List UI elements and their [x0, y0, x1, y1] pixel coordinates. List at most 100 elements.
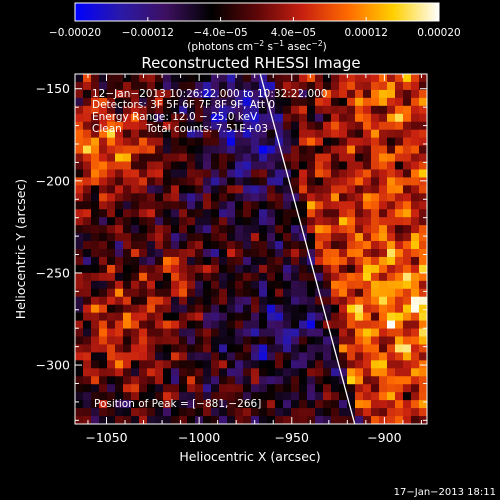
heatmap-cell	[355, 225, 364, 234]
heatmap-cell	[259, 145, 268, 155]
colorbar	[74, 2, 440, 22]
heatmap-cell	[139, 344, 148, 353]
heatmap-cell	[379, 400, 388, 409]
heatmap-cell	[275, 264, 284, 274]
heatmap-cell	[323, 169, 332, 178]
heatmap-cell	[259, 225, 268, 234]
heatmap-cell	[115, 241, 124, 250]
heatmap-cell	[355, 161, 364, 171]
heatmap-cell	[419, 384, 427, 393]
heatmap-cell	[107, 74, 116, 83]
heatmap-cell	[75, 416, 84, 424]
heatmap-cell	[411, 304, 420, 314]
heatmap-cell	[355, 113, 364, 123]
heatmap-cell	[115, 81, 124, 91]
heatmap-cell	[291, 249, 300, 258]
heatmap-cell	[267, 344, 276, 353]
y-tick-label: −300	[36, 358, 70, 373]
heatmap-cell	[291, 272, 300, 282]
heatmap-cell	[211, 97, 220, 107]
heatmap-cell	[315, 209, 324, 218]
heatmap-cell	[171, 344, 180, 353]
heatmap-cell	[371, 312, 380, 322]
heatmap-cell	[323, 264, 332, 274]
heatmap-cell	[147, 312, 156, 322]
heatmap-cell	[219, 81, 228, 91]
heatmap-cell	[267, 121, 276, 131]
heatmap-cell	[187, 153, 196, 163]
heatmap-cell	[155, 161, 164, 171]
heatmap-cell	[147, 209, 156, 218]
heatmap-cell	[235, 416, 244, 424]
heatmap-cell	[315, 74, 324, 83]
heatmap-cell	[203, 352, 212, 361]
heatmap-cell	[267, 352, 276, 361]
heatmap-cell	[203, 97, 212, 107]
heatmap-cell	[307, 368, 316, 377]
heatmap-cell	[195, 408, 204, 417]
heatmap-cell	[99, 121, 108, 131]
heatmap-cell	[395, 177, 404, 186]
heatmap-cell	[195, 185, 204, 194]
heatmap-cell	[131, 113, 140, 123]
heatmap-cell	[235, 368, 244, 377]
heatmap-cell	[379, 241, 388, 250]
heatmap-cell	[251, 74, 260, 83]
heatmap-cell	[131, 376, 140, 385]
heatmap-cell	[387, 121, 396, 131]
heatmap-cell	[179, 288, 188, 298]
heatmap-cell	[411, 312, 420, 322]
heatmap-cell	[395, 97, 404, 107]
heatmap-cell	[339, 105, 348, 115]
heatmap-cell	[387, 408, 396, 417]
heatmap-cell	[107, 105, 116, 115]
heatmap-cell	[323, 304, 332, 314]
heatmap-cell	[411, 89, 420, 99]
heatmap-cell	[211, 209, 220, 218]
heatmap-cell	[179, 352, 188, 361]
heatmap-cell	[139, 296, 148, 306]
heatmap-cell	[195, 304, 204, 314]
heatmap-cell	[347, 153, 356, 163]
y-tick-label: −150	[36, 81, 70, 96]
heatmap-cell	[395, 256, 404, 266]
heatmap-cell	[115, 416, 124, 424]
heatmap-cell	[259, 296, 268, 306]
heatmap-cell	[227, 336, 236, 346]
heatmap-cell	[195, 113, 204, 123]
heatmap-cell	[203, 209, 212, 218]
heatmap-cell	[171, 296, 180, 306]
heatmap-cell	[203, 81, 212, 91]
heatmap-cell	[387, 328, 396, 338]
heatmap-cell	[267, 209, 276, 218]
heatmap-cell	[155, 177, 164, 186]
heatmap-cell	[331, 137, 340, 147]
heatmap-cell	[139, 376, 148, 385]
heatmap-cell	[339, 400, 348, 409]
heatmap-cell	[315, 320, 324, 330]
heatmap-cell	[267, 264, 276, 274]
heatmap-cell	[267, 312, 276, 322]
colorbar-tick-label: −0.00020	[49, 27, 101, 39]
heatmap-cell	[379, 312, 388, 322]
heatmap-cell	[259, 344, 268, 353]
heatmap-cell	[411, 121, 420, 131]
heatmap-cell	[251, 336, 260, 346]
heatmap-cell	[419, 105, 427, 115]
heatmap-cell	[163, 201, 172, 210]
heatmap-cell	[315, 368, 324, 377]
heatmap-cell	[363, 89, 372, 99]
heatmap-cell	[187, 296, 196, 306]
heatmap-cell	[171, 256, 180, 266]
heatmap-cell	[379, 288, 388, 298]
heatmap-cell	[403, 193, 412, 202]
heatmap-cell	[211, 81, 220, 91]
heatmap-cell	[291, 81, 300, 91]
heatmap-cell	[83, 336, 92, 346]
heatmap-cell	[123, 233, 132, 242]
heatmap-cell	[235, 81, 244, 91]
heatmap-cell	[363, 352, 372, 361]
heatmap-cell	[155, 320, 164, 330]
heatmap-cell	[403, 249, 412, 258]
heatmap-cell	[179, 89, 188, 99]
